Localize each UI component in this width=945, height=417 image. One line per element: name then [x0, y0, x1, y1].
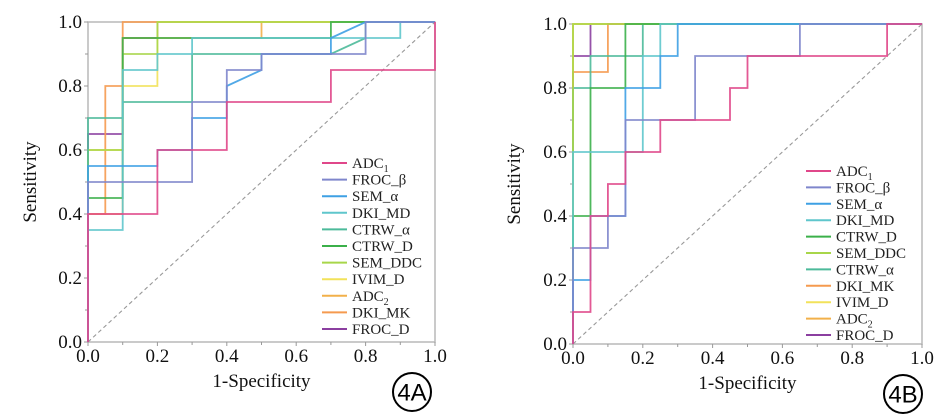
- roc-curve-ADC1: [87, 22, 436, 342]
- y-axis-title: Sensitivity: [504, 143, 525, 225]
- legend-label-SEM_DDC: SEM_DDC: [352, 256, 422, 272]
- y-tick-label: 0.6: [58, 140, 82, 161]
- y-tick-label: 0.2: [58, 268, 82, 289]
- y-tick-label: 1.0: [543, 14, 567, 35]
- legend-label-CTRW_D: CTRW_D: [352, 239, 413, 255]
- y-tick-label: 0.4: [543, 206, 567, 227]
- legend-label-FROC_β: FROC_β: [836, 180, 890, 196]
- x-tick-label: 0.2: [146, 346, 170, 367]
- panel-label-circle: [883, 374, 923, 414]
- x-tick-label: 0.2: [631, 348, 655, 369]
- x-tick-label: 0.6: [771, 348, 795, 369]
- y-tick-label: 0.0: [543, 334, 567, 355]
- chart-panel-4A: 0.0 0.2 0.4 0.6 0.8 1.0 0.0 0.2 0.4 0.6 0.8 1.0 1-Sp…: [20, 12, 447, 412]
- legend-label-FROC_β: FROC_β: [352, 173, 406, 189]
- y-tick-label: 0.4: [58, 204, 82, 225]
- y-axis-title: Sensitivity: [20, 141, 41, 223]
- roc-curve-FROC_β: [572, 23, 922, 344]
- x-tick-label: 0.4: [701, 348, 725, 369]
- legend-label-DKI_MK: DKI_MK: [352, 305, 410, 321]
- x-axis-title: 1-Specificity: [698, 373, 797, 394]
- legend-label-SEM_α: SEM_α: [836, 197, 882, 213]
- legend-label-IVIM_D: IVIM_D: [836, 295, 889, 311]
- roc-curve-ADC1: [572, 23, 922, 344]
- roc-curve-DKI_MD: [87, 21, 435, 342]
- y-tick-label: 1.0: [58, 12, 82, 33]
- x-tick-label: 0.8: [354, 346, 378, 367]
- y-tick-label: 0.2: [543, 270, 567, 291]
- x-axis-title: 1-Specificity: [212, 371, 311, 392]
- legend-label-ADC2: ADC2: [836, 312, 873, 331]
- legend-label-DKI_MD: DKI_MD: [352, 206, 410, 222]
- x-tick-label: 1.0: [423, 346, 447, 367]
- y-tick-label: 0.8: [543, 78, 567, 99]
- reference-diagonal: [572, 23, 923, 345]
- legend-label-SEM_α: SEM_α: [352, 189, 398, 205]
- y-tick-label: 0.8: [58, 76, 82, 97]
- x-tick-label: 0.0: [561, 348, 585, 369]
- x-tick-label: 0.6: [284, 346, 308, 367]
- x-tick-label: 0.8: [840, 348, 864, 369]
- y-tick-label: 0.6: [543, 142, 567, 163]
- roc-curve-SEM_DDC: [87, 21, 435, 342]
- legend-label-CTRW_α: CTRW_α: [836, 262, 894, 278]
- x-tick-label: 0.4: [215, 346, 239, 367]
- legend-label-FROC_D: FROC_D: [352, 322, 410, 338]
- roc-curve-SEM_α: [572, 23, 922, 344]
- legend-label-CTRW_D: CTRW_D: [836, 230, 897, 246]
- legend-label-CTRW_α: CTRW_α: [352, 222, 410, 238]
- legend-label-SEM_DDC: SEM_DDC: [836, 246, 906, 262]
- legend-label-ADC1: ADC1: [352, 156, 389, 175]
- legend-label-IVIM_D: IVIM_D: [352, 272, 405, 288]
- panel-label: 4B: [888, 382, 917, 409]
- legend-label-ADC2: ADC2: [352, 289, 389, 308]
- series-group: [87, 21, 436, 342]
- legend-label-FROC_D: FROC_D: [836, 328, 894, 344]
- legend-label-ADC1: ADC1: [836, 164, 873, 183]
- reference-diagonal: [87, 21, 436, 343]
- x-tick-label: 1.0: [910, 348, 934, 369]
- legend-label-DKI_MK: DKI_MK: [836, 279, 894, 295]
- x-tick-label: 0.0: [76, 346, 100, 367]
- y-tick-label: 0.0: [58, 332, 82, 353]
- chart-panel-4B: 0.0 0.2 0.4 0.6 0.8 1.0 0.0 0.2 0.4 0.6 0.8 1.0 1-Sp…: [504, 14, 934, 414]
- legend: ADC1FROC_βSEM_αDKI_MDCTRW_DSEM_DDCCTRW_α…: [806, 164, 906, 344]
- panel-label: 4A: [397, 380, 426, 407]
- legend: ADC1FROC_βSEM_αDKI_MDCTRW_αCTRW_DSEM_DDC…: [322, 156, 422, 338]
- series-group: [572, 23, 922, 344]
- legend-label-DKI_MD: DKI_MD: [836, 213, 894, 229]
- panel-label-circle: [392, 372, 432, 412]
- roc-curve-CTRW_D: [572, 23, 922, 344]
